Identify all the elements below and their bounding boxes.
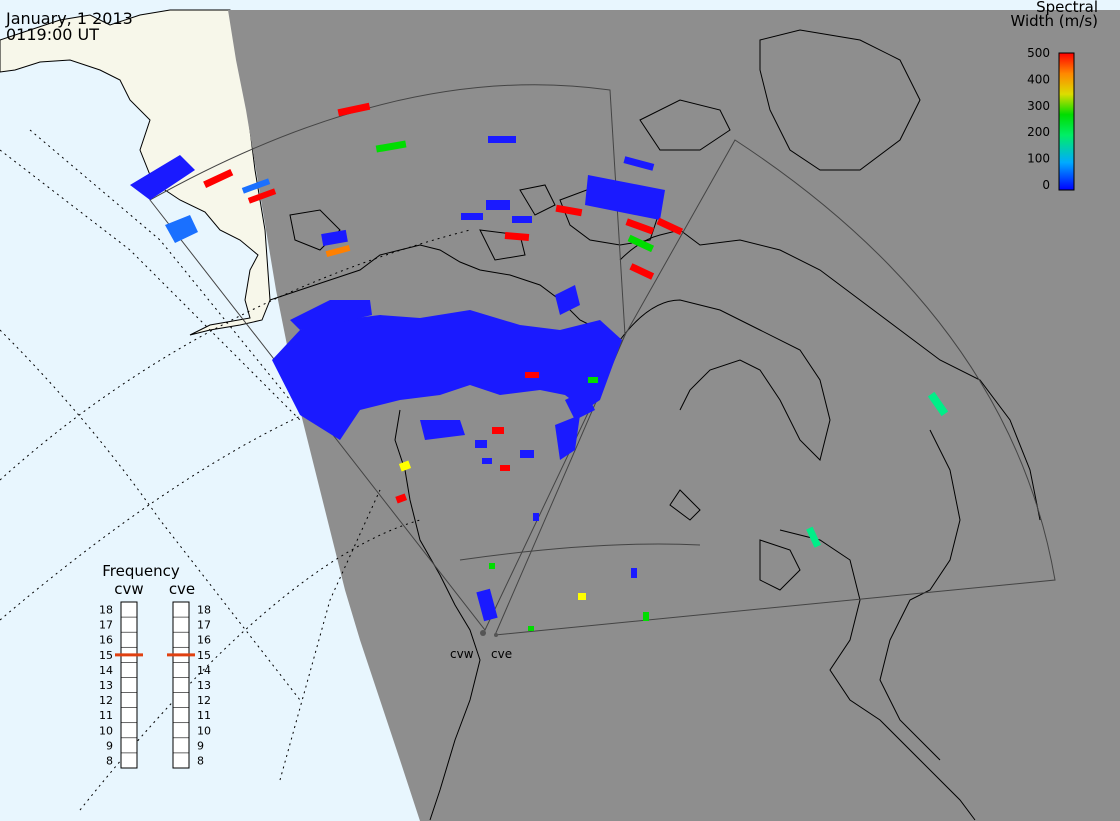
night-side-shading xyxy=(228,10,1120,821)
time-label: 0119:00 UT xyxy=(6,25,99,44)
echo-cell xyxy=(492,427,504,434)
frequency-tick-right: 13 xyxy=(197,679,211,692)
echo-cell xyxy=(588,377,598,383)
echo-cell xyxy=(504,231,530,242)
echo-cell xyxy=(555,285,580,315)
echo-cell xyxy=(565,390,595,420)
colorbar: Spectral Width (m/s) 500 400 300 200 100 0 xyxy=(1010,0,1098,192)
frequency-tick-right: 12 xyxy=(197,694,211,707)
frequency-column-cvw xyxy=(120,601,138,769)
frequency-tick-right: 8 xyxy=(197,754,204,767)
frequency-tick-left: 10 xyxy=(99,724,113,737)
echo-cell xyxy=(482,458,492,464)
radar-site-cve xyxy=(494,633,498,637)
frequency-tick-left: 18 xyxy=(99,604,113,617)
echo-cell xyxy=(629,263,655,280)
frequency-title: Frequency xyxy=(102,562,180,580)
echo-cell xyxy=(512,216,532,223)
echo-cell xyxy=(165,215,198,243)
echo-cell xyxy=(585,175,665,220)
echo-cell xyxy=(555,204,583,217)
echo-cell xyxy=(395,493,408,504)
echo-cell xyxy=(375,140,407,153)
echo-cell xyxy=(520,450,534,458)
frequency-tick-right: 11 xyxy=(197,709,211,722)
grid-lines xyxy=(0,129,471,811)
echo-cell xyxy=(528,626,534,631)
echo-cell xyxy=(130,155,195,200)
echo-cell xyxy=(290,300,372,330)
echo-cell xyxy=(398,460,412,472)
frequency-tick-right: 18 xyxy=(197,604,211,617)
echo-cell xyxy=(533,513,539,521)
echo-cell xyxy=(337,102,371,117)
radar-fov xyxy=(149,84,1056,636)
echo-cell xyxy=(461,213,483,220)
frequency-tick-left: 8 xyxy=(106,754,113,767)
frequency-tick-left: 9 xyxy=(106,739,113,752)
echo-cell xyxy=(272,310,622,440)
colorbar-tick-label: 300 xyxy=(1027,99,1050,113)
frequency-tick-right: 14 xyxy=(197,664,211,677)
echo-cell xyxy=(806,526,821,548)
frequency-tick-left: 16 xyxy=(99,634,113,647)
frequency-radar-cvw: cvw xyxy=(114,580,143,598)
echo-cell xyxy=(203,168,234,188)
colorbar-tick-label: 500 xyxy=(1027,46,1050,60)
frequency-column-cve xyxy=(172,601,190,769)
frequency-tick-left: 15 xyxy=(99,649,113,662)
land-light-region xyxy=(0,9,271,336)
radar-site-cvw xyxy=(480,630,486,636)
colorbar-title-1: Spectral xyxy=(1036,0,1098,16)
echo-cell xyxy=(625,218,655,235)
colorbar-tick-label: 400 xyxy=(1027,72,1050,86)
echo-cell xyxy=(489,563,495,569)
echo-cell xyxy=(486,200,510,210)
echo-cell xyxy=(623,156,655,171)
frequency-tick-left: 13 xyxy=(99,679,113,692)
echo-cell xyxy=(555,415,580,460)
echo-cell xyxy=(631,568,637,578)
frequency-panel: Frequency cvw cve 18 18 17 17 16 16 15 15 14 14 13… xyxy=(99,562,211,769)
colorbar-gradient xyxy=(1058,52,1075,191)
echo-cell xyxy=(241,178,271,194)
echo-cell xyxy=(475,440,487,448)
frequency-tick-right: 9 xyxy=(197,739,204,752)
echo-cell xyxy=(325,244,351,258)
station-label-east: cve xyxy=(491,647,512,661)
echo-cell xyxy=(525,372,539,378)
echo-cell xyxy=(656,217,684,236)
echo-cell xyxy=(643,612,649,621)
frequency-tick-left: 12 xyxy=(99,694,113,707)
frequency-tick-right: 10 xyxy=(197,724,211,737)
echo-cell xyxy=(247,188,277,204)
frequency-tick-left: 11 xyxy=(99,709,113,722)
date-label: January, 1 2013 xyxy=(5,9,133,28)
colorbar-title-2: Width (m/s) xyxy=(1010,12,1098,30)
frequency-tick-right: 16 xyxy=(197,634,211,647)
frequency-tick-left: 14 xyxy=(99,664,113,677)
frequency-tick-left: 17 xyxy=(99,619,113,632)
frequency-radar-cve: cve xyxy=(169,580,195,598)
echo-cell xyxy=(476,588,498,622)
echo-cell xyxy=(927,391,949,417)
echo-cell xyxy=(578,593,586,600)
colorbar-tick-label: 100 xyxy=(1027,152,1050,166)
echo-cell xyxy=(627,234,655,253)
frequency-tick-right: 15 xyxy=(197,649,211,662)
colorbar-tick-label: 200 xyxy=(1027,125,1050,139)
station-label-west: cvw xyxy=(450,647,474,661)
frequency-tick-right: 17 xyxy=(197,619,211,632)
echo-cell xyxy=(500,465,510,471)
radar-echoes xyxy=(130,102,949,631)
colorbar-tick-label: 0 xyxy=(1042,178,1050,192)
echo-cell xyxy=(321,229,348,246)
echo-cell xyxy=(488,136,516,143)
echo-cell xyxy=(420,420,465,440)
